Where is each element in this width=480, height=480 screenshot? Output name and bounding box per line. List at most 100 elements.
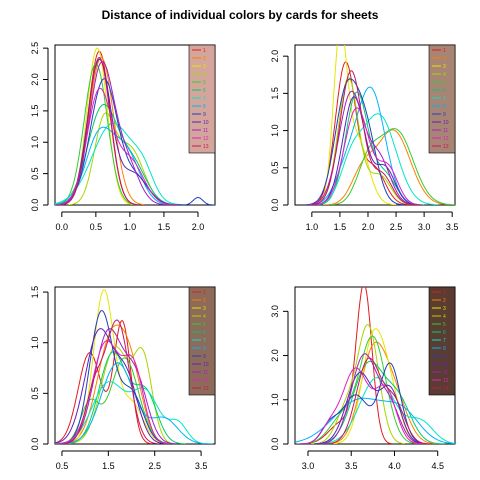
density-curves (295, 287, 455, 444)
legend-label: 13 (203, 144, 209, 150)
panel-2: 1.0 1.5 2.0 2.5 3.0 3.50.00.51.01.52.0 1234567… (270, 44, 459, 232)
series-line-10 (314, 96, 421, 205)
legend-label: 13 (203, 386, 209, 392)
series-line-5 (57, 357, 174, 444)
panel-3: 0.5 1.5 2.5 3.50.00.51.01.5 1234567891011121… (30, 286, 216, 471)
legend-label: 4 (443, 72, 446, 78)
panel-4: 3.0 3.5 4.0 4.50.01.02.03.01234567891011121… (270, 286, 456, 471)
legend-box (188, 286, 216, 396)
series-line-12 (57, 340, 170, 444)
legend-label: 13 (443, 386, 449, 392)
series-line-12 (313, 107, 423, 205)
y-tick-label: 1.0 (30, 336, 40, 349)
legend-label: 10 (203, 120, 209, 126)
x-tick-label: 2.5 (390, 222, 403, 232)
series-line-2 (323, 129, 453, 205)
series-line-8 (295, 397, 455, 444)
legend-label: 8 (203, 346, 206, 352)
x-tick-label: 1.5 (102, 461, 115, 471)
y-axis: 0.0 1.0 2.0 3.0 (270, 305, 289, 451)
legend-box (428, 44, 456, 154)
series-line-12 (299, 367, 423, 444)
series-line-9 (60, 310, 173, 444)
legend-label: 1 (203, 290, 206, 296)
legend-label: 3 (203, 306, 206, 312)
density-curves (55, 289, 213, 444)
legend-label: 3 (443, 306, 446, 312)
legend-label: 7 (203, 96, 206, 102)
x-axis: 0.0 0.5 1.0 1.5 2.0 (56, 211, 205, 232)
x-tick-label: 3.5 (345, 461, 358, 471)
legend-label: 7 (443, 96, 446, 102)
legend-label: 11 (203, 128, 208, 134)
y-tick-label: 2.0 (30, 73, 40, 86)
x-tick-label: 0.5 (56, 461, 69, 471)
y-tick-label: 1.5 (270, 87, 280, 100)
x-tick-label: 3.0 (302, 461, 315, 471)
y-axis: 0.0 0.5 1.0 1.5 (30, 286, 49, 450)
legend-label: 9 (203, 112, 206, 118)
legend-label: 5 (443, 322, 446, 328)
series-line-6 (55, 103, 181, 205)
legend-label: 13 (443, 144, 449, 150)
x-tick-label: 3.5 (195, 461, 208, 471)
page-title: Distance of individual colors by cards f… (101, 8, 379, 22)
series-line-10 (58, 58, 181, 205)
y-tick-label: 0.5 (30, 387, 40, 400)
legend-label: 12 (203, 378, 209, 384)
series-line-5 (328, 128, 455, 205)
legend-label: 7 (443, 338, 446, 344)
y-tick-label: 0.0 (270, 438, 280, 451)
legend-label: 2 (203, 56, 206, 62)
x-tick-label: 1.0 (306, 222, 319, 232)
legend-label: 4 (203, 314, 206, 320)
legend-label: 6 (203, 330, 206, 336)
series-line-7 (311, 113, 439, 205)
legend-label: 8 (443, 104, 446, 110)
series-line-13 (61, 56, 138, 205)
legend-label: 8 (443, 346, 446, 352)
x-tick-label: 3.0 (418, 222, 431, 232)
legend-label: 12 (443, 378, 449, 384)
series-line-8 (306, 86, 420, 205)
density-curves (55, 47, 215, 205)
series-line-13 (62, 319, 159, 444)
series-line-5 (297, 335, 419, 444)
legend-label: 5 (203, 80, 206, 86)
legend-label: 5 (443, 80, 446, 86)
x-axis: 1.0 1.5 2.0 2.5 3.0 3.5 (306, 211, 459, 232)
x-tick-label: 2.0 (362, 222, 375, 232)
legend-label: 8 (203, 104, 206, 110)
x-tick-label: 3.5 (446, 222, 459, 232)
y-tick-label: 1.0 (270, 124, 280, 137)
x-tick-label: 2.0 (192, 222, 205, 232)
y-axis: 0.0 0.5 1.0 1.5 2.0 (270, 50, 289, 212)
series-line-11 (318, 353, 427, 444)
y-tick-label: 1.5 (30, 105, 40, 118)
y-tick-label: 0.0 (270, 199, 280, 212)
legend-label: 10 (203, 362, 209, 368)
legend-box (188, 44, 216, 154)
y-tick-label: 2.0 (270, 349, 280, 362)
x-tick-label: 0.0 (56, 222, 69, 232)
legend-label: 12 (443, 136, 449, 142)
y-tick-label: 1.0 (30, 136, 40, 149)
series-line-2 (327, 341, 440, 444)
legend-label: 11 (203, 370, 208, 376)
legend-label: 6 (443, 88, 446, 94)
x-tick-label: 4.5 (431, 461, 444, 471)
legend-label: 12 (203, 136, 209, 142)
legend-label: 7 (203, 338, 206, 344)
legend-label: 4 (203, 72, 206, 78)
series-line-10 (314, 372, 427, 444)
x-tick-label: 1.5 (334, 222, 347, 232)
legend-label: 3 (203, 64, 206, 70)
legend-label: 9 (443, 112, 446, 118)
x-tick-label: 1.0 (124, 222, 137, 232)
legend-label: 2 (443, 298, 446, 304)
